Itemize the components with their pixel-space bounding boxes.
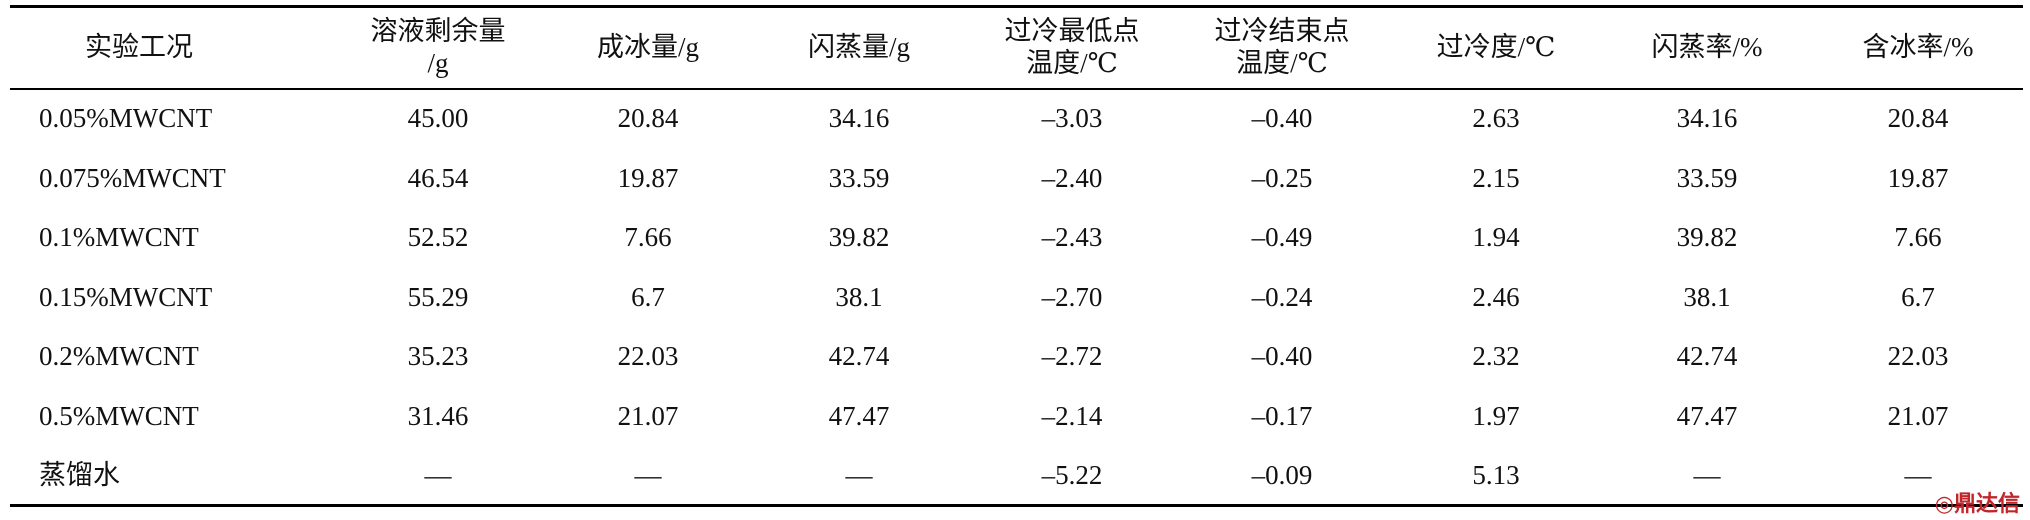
data-cell: 42.74 — [828, 341, 890, 371]
data-cell: 21.07 — [617, 400, 679, 431]
data-cell: 19.87 — [1887, 162, 1949, 193]
data-cell: 20.84 — [617, 103, 679, 133]
header-line: 过冷度/℃ — [1436, 32, 1556, 62]
data-cell: 33.59 — [1676, 162, 1738, 193]
data-cell: 7.66 — [1894, 222, 1942, 252]
header-line: 温度/℃ — [1236, 48, 1328, 78]
data-cell: –2.14 — [1041, 400, 1103, 431]
data-cell: 34.16 — [1676, 103, 1738, 133]
header-cell: 过冷最低点 温度/℃ — [1005, 15, 1140, 79]
header-line: 实验工况 — [85, 32, 193, 62]
data-cell: –5.22 — [1041, 460, 1103, 490]
data-cell: 7.66 — [624, 222, 672, 252]
header-line: 闪蒸率/% — [1651, 32, 1763, 62]
data-cell: 42.74 — [1676, 341, 1738, 371]
header-line: 过冷最低点 — [1004, 16, 1140, 46]
data-cell: 31.46 — [407, 400, 469, 431]
header-rule — [10, 88, 2023, 90]
data-cell: –3.03 — [1041, 103, 1103, 133]
data-cell: –0.17 — [1251, 400, 1313, 431]
data-cell: 52.52 — [407, 222, 469, 252]
data-cell: 1.94 — [1472, 222, 1520, 252]
data-cell: 38.1 — [1683, 281, 1731, 312]
data-cell: 39.82 — [828, 222, 890, 252]
top-rule — [10, 5, 2023, 8]
data-cell: –0.09 — [1251, 460, 1313, 490]
data-cell: 5.13 — [1472, 460, 1520, 490]
data-cell: 38.1 — [835, 281, 883, 312]
data-cell: 39.82 — [1676, 222, 1738, 252]
header-cell: 成冰量/g — [597, 31, 699, 63]
data-cell: 22.03 — [617, 341, 679, 371]
header-line: 温度/℃ — [1026, 48, 1118, 78]
data-cell: — — [1693, 460, 1721, 490]
data-cell: — — [845, 460, 873, 490]
data-cell: 47.47 — [828, 400, 890, 431]
row-label: 0.075%MWCNT — [39, 162, 226, 193]
header-cell: 闪蒸率/% — [1652, 31, 1763, 63]
row-label: 0.5%MWCNT — [39, 400, 199, 431]
data-cell: — — [424, 460, 452, 490]
data-cell: 45.00 — [407, 103, 469, 133]
row-label: 0.1%MWCNT — [39, 222, 199, 252]
row-label: 蒸馏水 — [39, 460, 120, 490]
data-cell: 34.16 — [828, 103, 890, 133]
data-cell: 21.07 — [1887, 400, 1949, 431]
header-line: /g — [427, 48, 449, 78]
data-cell: 20.84 — [1887, 103, 1949, 133]
data-cell: — — [1904, 460, 1932, 490]
data-cell: 6.7 — [631, 281, 665, 312]
data-cell: –0.40 — [1251, 103, 1313, 133]
header-line: 溶液剩余量 — [370, 16, 506, 46]
header-cell: 溶液剩余量/g — [371, 15, 506, 79]
data-cell: 2.63 — [1472, 103, 1520, 133]
header-cell: 过冷度/℃ — [1437, 31, 1556, 63]
data-cell: –2.43 — [1041, 222, 1103, 252]
header-line: 过冷结束点 — [1214, 16, 1350, 46]
data-cell: 1.97 — [1472, 400, 1520, 431]
data-cell: –0.25 — [1251, 162, 1313, 193]
data-cell: 22.03 — [1887, 341, 1949, 371]
header-line: 含冰率/% — [1862, 32, 1974, 62]
header-cell: 闪蒸量/g — [808, 31, 910, 63]
data-cell: — — [634, 460, 662, 490]
data-cell: 47.47 — [1676, 400, 1738, 431]
data-cell: –0.49 — [1251, 222, 1313, 252]
header-line: 闪蒸量/g — [807, 32, 911, 62]
data-cell: 55.29 — [407, 281, 469, 312]
data-cell: 19.87 — [617, 162, 679, 193]
data-cell: 2.32 — [1472, 341, 1520, 371]
data-cell: –0.40 — [1251, 341, 1313, 371]
data-cell: –2.70 — [1041, 281, 1103, 312]
row-label: 0.15%MWCNT — [39, 281, 213, 312]
data-cell: 6.7 — [1901, 281, 1935, 312]
row-label: 0.05%MWCNT — [39, 103, 213, 133]
data-cell: 2.15 — [1472, 162, 1520, 193]
header-cell: 含冰率/% — [1863, 31, 1974, 63]
data-cell: –2.40 — [1041, 162, 1103, 193]
watermark: ◎鼎达信 — [1934, 492, 2020, 517]
header-line: 成冰量/g — [596, 32, 700, 62]
header-cell: 过冷结束点 温度/℃ — [1215, 15, 1350, 79]
data-cell: 33.59 — [828, 162, 890, 193]
data-cell: 35.23 — [407, 341, 469, 371]
header-cell: 实验工况 — [85, 31, 193, 63]
bottom-rule — [10, 504, 2023, 507]
data-cell: 2.46 — [1472, 281, 1520, 312]
data-cell: –0.24 — [1251, 281, 1313, 312]
data-cell: 46.54 — [407, 162, 469, 193]
row-label: 0.2%MWCNT — [39, 341, 199, 371]
data-cell: –2.72 — [1041, 341, 1103, 371]
